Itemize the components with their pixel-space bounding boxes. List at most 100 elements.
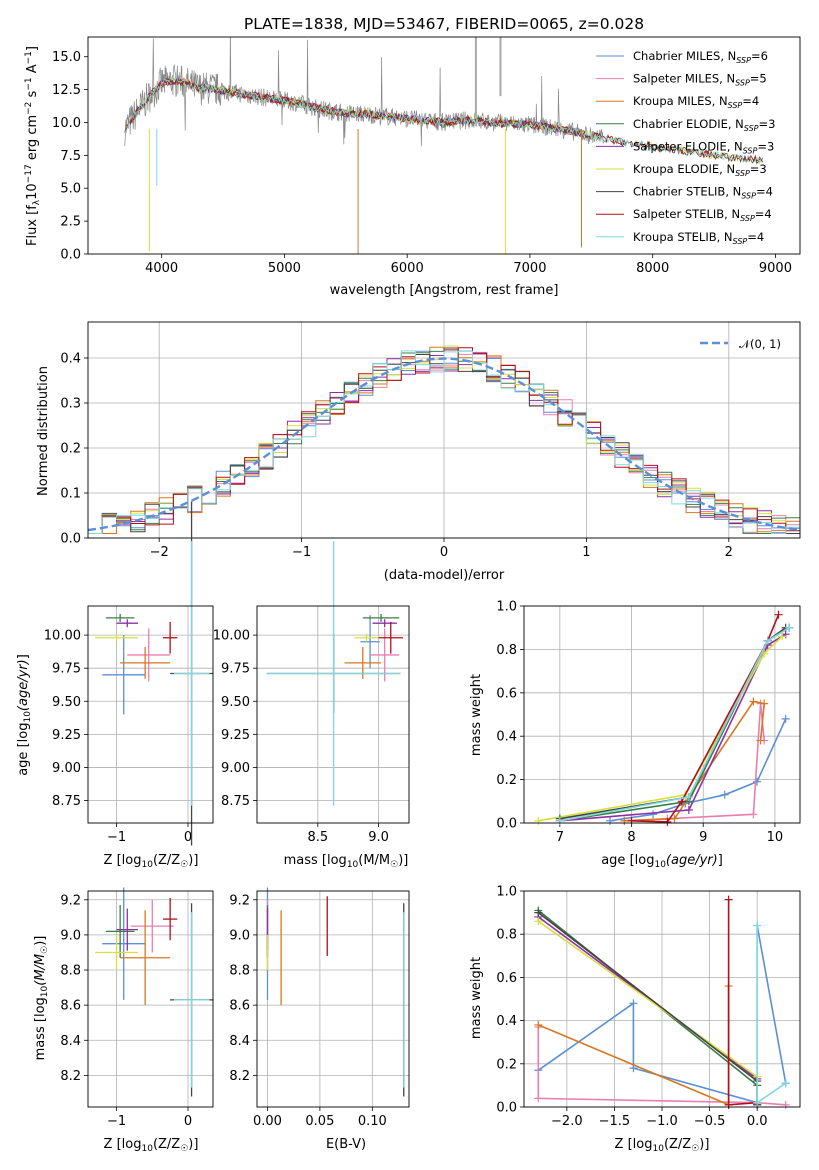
mass-age-xlabel: mass [log10(M/M☉)] bbox=[284, 853, 409, 870]
axes-frame bbox=[87, 321, 801, 539]
y-tick-label: 0.2 bbox=[496, 1057, 517, 1072]
y-tick-label: 1.0 bbox=[496, 885, 517, 900]
x-tick-label: 1 bbox=[582, 545, 590, 560]
y-tick-label: 0.4 bbox=[496, 1014, 517, 1029]
x-tick-label: 0 bbox=[440, 545, 448, 560]
y-tick-label: 8.75 bbox=[52, 794, 81, 809]
weight-marker bbox=[534, 908, 543, 917]
z-mass-xlabel: Z [log10(Z/Z☉)] bbox=[104, 1137, 199, 1154]
z-age-panel: Z [log10(Z/Z☉)] age [log10(age/yr)] −1 0 8… bbox=[16, 501, 214, 870]
weight-line bbox=[624, 700, 766, 822]
y-tick-label: 8.8 bbox=[60, 964, 81, 979]
y-tick-label: 8.4 bbox=[60, 1034, 81, 1049]
y-tick-label: 9.50 bbox=[221, 695, 250, 710]
model-spectrum bbox=[124, 76, 763, 165]
x-tick-label: −2 bbox=[150, 545, 169, 560]
y-tick-label: 9.25 bbox=[221, 728, 250, 743]
y-tick-label: 9.25 bbox=[52, 728, 81, 743]
x-tick-label: 2 bbox=[725, 545, 733, 560]
age-weight-ylabel: mass weight bbox=[469, 674, 484, 756]
x-tick-label: 9.0 bbox=[368, 830, 389, 845]
y-tick-label: 12.5 bbox=[52, 83, 81, 98]
weight-line bbox=[559, 633, 787, 822]
legend-label: Salpeter STELIB, NSSP=4 bbox=[633, 207, 772, 223]
weight-marker bbox=[774, 610, 783, 619]
weight-marker bbox=[749, 810, 758, 819]
z-mass-panel: Z [log10(Z/Z☉)] mass [log10(M/M☉)] −1 0 8.… bbox=[33, 887, 214, 1154]
y-tick-label: 8.2 bbox=[229, 1069, 250, 1084]
weight-line bbox=[537, 1027, 786, 1106]
x-tick-label: −1.0 bbox=[646, 1114, 678, 1129]
residual-ylabel: Normed distribution bbox=[36, 366, 51, 496]
y-tick-label: 0.0 bbox=[496, 817, 517, 832]
y-tick-label: 0.1 bbox=[60, 487, 81, 502]
y-tick-label: 0.0 bbox=[496, 1101, 517, 1116]
y-tick-label: 9.00 bbox=[52, 761, 81, 776]
x-tick-label: 6000 bbox=[391, 261, 424, 276]
axes-frame bbox=[523, 605, 801, 824]
x-tick-label: 0.0 bbox=[747, 1114, 768, 1129]
x-tick-label: 0.00 bbox=[253, 1114, 282, 1129]
z-weight-panel: Z [log10(Z/Z☉)] mass weight −2.0 −1.5 −1.0… bbox=[469, 885, 801, 1154]
x-tick-label: 8000 bbox=[636, 261, 669, 276]
weight-marker bbox=[781, 1100, 790, 1109]
weight-marker bbox=[606, 816, 615, 825]
axes-frame bbox=[256, 890, 410, 1108]
y-tick-label: 0.6 bbox=[496, 971, 517, 986]
y-tick-label: 0.4 bbox=[60, 352, 81, 367]
weight-marker bbox=[534, 816, 543, 825]
weight-marker bbox=[724, 1100, 733, 1109]
y-tick-label: 7.5 bbox=[60, 149, 81, 164]
x-tick-label: 10 bbox=[767, 830, 784, 845]
x-tick-label: 0.10 bbox=[358, 1114, 387, 1129]
y-tick-label: 8.2 bbox=[60, 1069, 81, 1084]
z-age-ylabel: age [log10(age/yr)] bbox=[16, 654, 33, 776]
x-tick-label: 9000 bbox=[759, 261, 792, 276]
x-tick-label: 0.05 bbox=[305, 1114, 334, 1129]
weight-marker bbox=[555, 816, 564, 825]
legend-label: Kroupa MILES, NSSP=4 bbox=[633, 94, 759, 110]
z-mass-ylabel: mass [log10(M/M☉)] bbox=[33, 936, 50, 1061]
axes-frame bbox=[87, 36, 801, 255]
x-tick-label: 4000 bbox=[145, 261, 178, 276]
z-age-xlabel: Z [log10(Z/Z☉)] bbox=[104, 853, 199, 870]
weight-marker bbox=[534, 917, 543, 926]
z-weight-xlabel: Z [log10(Z/Z☉)] bbox=[615, 1137, 710, 1154]
weight-marker bbox=[760, 699, 769, 708]
ebv-mass-panel: E(B-V) 0.00 0.05 0.10 8.2 8.4 8.6 8.8 9.0 9.2 bbox=[229, 887, 410, 1152]
weight-marker bbox=[778, 632, 787, 641]
y-tick-label: 9.00 bbox=[221, 761, 250, 776]
x-tick-label: 9 bbox=[699, 830, 707, 845]
weight-line bbox=[537, 925, 787, 1104]
age-weight-panel: age [log10(age/yr)] mass weight 7 8 9 10 0.0… bbox=[469, 600, 801, 870]
weight-marker bbox=[534, 1020, 543, 1029]
y-tick-label: 0.0 bbox=[60, 248, 81, 263]
spectrum-title: PLATE=1838, MJD=53467, FIBERID=0065, z=0… bbox=[244, 15, 644, 33]
weight-line bbox=[631, 614, 780, 823]
weight-marker bbox=[781, 1079, 790, 1088]
y-tick-label: 8.6 bbox=[229, 999, 250, 1014]
y-tick-label: 9.75 bbox=[221, 662, 250, 677]
weight-line bbox=[624, 703, 765, 822]
y-tick-label: 0.2 bbox=[496, 773, 517, 788]
legend-label: Salpeter ELODIE, NSSP=3 bbox=[633, 139, 774, 155]
weight-marker bbox=[534, 1094, 543, 1103]
residual-xlabel: (data-model)/error bbox=[384, 568, 505, 583]
legend-label: Kroupa STELIB, NSSP=4 bbox=[633, 230, 764, 246]
x-tick-label: 0 bbox=[184, 830, 192, 845]
weight-line bbox=[609, 718, 787, 822]
x-tick-label: 7 bbox=[556, 830, 564, 845]
weight-marker bbox=[627, 816, 636, 825]
weight-marker bbox=[629, 999, 638, 1008]
y-tick-label: 0.0 bbox=[60, 532, 81, 547]
weight-marker bbox=[785, 623, 794, 632]
z-weight-ylabel: mass weight bbox=[469, 957, 484, 1039]
y-tick-label: 5.0 bbox=[60, 182, 81, 197]
spectrum-xlabel: wavelength [Angstrom, rest frame] bbox=[330, 283, 559, 298]
spectrum-panel: PLATE=1838, MJD=53467, FIBERID=0065, z=0… bbox=[24, 15, 801, 298]
weight-marker bbox=[763, 636, 772, 645]
y-tick-label: 2.5 bbox=[60, 215, 81, 230]
x-tick-label: 7000 bbox=[513, 261, 546, 276]
x-tick-label: −1.5 bbox=[599, 1114, 631, 1129]
